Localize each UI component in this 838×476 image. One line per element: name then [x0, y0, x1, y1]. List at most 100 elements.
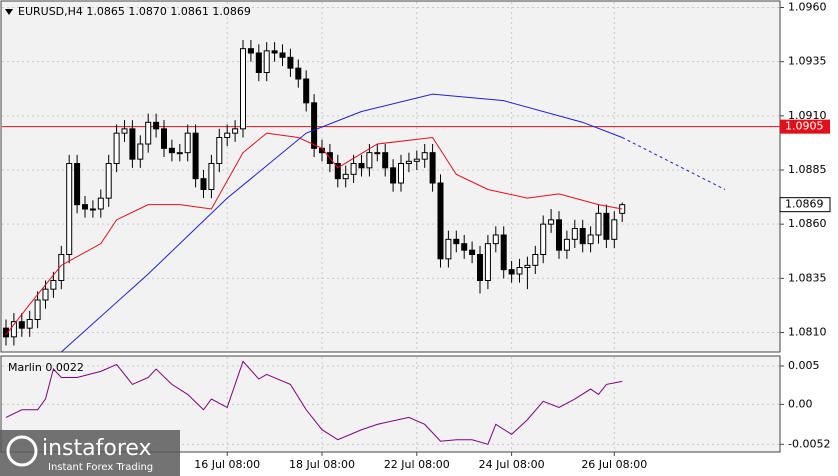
- y-tick-label: 0.00: [788, 397, 813, 410]
- candle-body: [153, 121, 160, 130]
- candle-body: [58, 254, 65, 281]
- candle-body: [461, 243, 468, 251]
- candle-body: [500, 234, 507, 271]
- logo-icon: [6, 435, 38, 467]
- candle-body: [18, 321, 25, 329]
- candle-body: [469, 249, 476, 256]
- candle-body: [255, 52, 262, 73]
- candle-body: [50, 280, 57, 290]
- candle-body: [477, 254, 483, 281]
- candle-body: [445, 238, 452, 260]
- candle-body: [97, 197, 104, 210]
- y-tick-label: 1.0885: [788, 163, 827, 176]
- candle-body: [240, 48, 246, 130]
- candle-body: [113, 132, 120, 165]
- candle-body: [42, 288, 49, 301]
- candle-body: [168, 147, 175, 154]
- candle-body: [208, 163, 215, 190]
- y-tick-label: 0.005: [788, 359, 820, 372]
- candle-body: [413, 158, 420, 162]
- price-tag-label: 1.0869: [785, 198, 824, 211]
- chart-title: EURUSD,H4 1.0865 1.0870 1.0861 1.0869: [18, 5, 251, 18]
- x-tick-label: 24 Jul 08:00: [479, 458, 545, 471]
- candle-body: [129, 128, 136, 160]
- candle-body: [287, 56, 294, 69]
- moving-average: [60, 93, 623, 353]
- candle-body: [200, 178, 207, 191]
- candle-body: [508, 269, 515, 275]
- candle-body: [453, 238, 460, 245]
- candle-body: [382, 152, 389, 169]
- candle-body: [176, 152, 183, 155]
- x-tick-label: 22 Jul 08:00: [384, 458, 450, 471]
- moving-average: [5, 132, 623, 335]
- moving-average: [621, 137, 726, 190]
- logo-box: [0, 430, 180, 476]
- indicator-title: Marlin 0.0022: [8, 361, 84, 374]
- indicator-line: [5, 360, 623, 445]
- candle-body: [295, 67, 302, 80]
- candle-body: [358, 163, 365, 169]
- candle-body: [105, 163, 112, 199]
- candle-body: [334, 163, 341, 180]
- candle-body: [524, 264, 531, 269]
- logo-tagline: Instant Forex Trading: [48, 462, 153, 473]
- candle-body: [532, 254, 539, 266]
- candle-body: [263, 50, 270, 73]
- x-tick-label: 26 Jul 08:00: [581, 458, 647, 471]
- candle-body: [548, 219, 555, 225]
- candle-body: [611, 219, 618, 240]
- candle-body: [311, 102, 318, 149]
- candle-body: [595, 212, 602, 236]
- candle-body: [437, 182, 444, 260]
- candle-body: [571, 228, 578, 240]
- y-tick-label: 1.0860: [788, 217, 827, 230]
- candle-body: [145, 121, 152, 145]
- level-tag-label: 1.0905: [785, 120, 824, 133]
- candle-body: [579, 228, 586, 245]
- candle-body: [271, 50, 278, 54]
- candle-body: [492, 234, 499, 245]
- price-tag: [779, 197, 831, 213]
- menu-triangle: [5, 9, 13, 15]
- candle-body: [563, 238, 570, 251]
- y-tick-label: 1.0835: [788, 271, 827, 284]
- logo-brand: instaforex: [42, 436, 152, 461]
- candle-body: [26, 319, 33, 329]
- candle-body: [224, 132, 231, 139]
- candle-body: [540, 223, 547, 256]
- y-tick-label: 1.0910: [788, 109, 827, 122]
- candle-body: [121, 128, 128, 134]
- candle-body: [303, 78, 310, 104]
- level-tag: [780, 119, 830, 134]
- candle-body: [556, 219, 562, 251]
- y-tick-label: 1.0810: [788, 326, 827, 339]
- candle-body: [137, 143, 144, 160]
- candle-body: [279, 52, 286, 58]
- candle-body: [161, 128, 167, 149]
- candle-body: [366, 152, 373, 169]
- candle-body: [192, 132, 199, 180]
- candle-body: [484, 243, 491, 282]
- candle-body: [603, 212, 610, 240]
- plot-layer: 16 Jul 08:00 18 Jul 08:00 22 Jul 08:00 24 J…: [2, 1, 831, 471]
- x-tick-label: 18 Jul 08:00: [289, 458, 355, 471]
- y-tick-label: 1.0960: [788, 1, 827, 14]
- candle-body: [34, 299, 41, 320]
- candle-body: [74, 163, 81, 206]
- candle-body: [10, 321, 17, 338]
- candle-body: [350, 163, 357, 175]
- x-tick-label: 16 Jul 08:00: [194, 458, 260, 471]
- candle-body: [232, 128, 239, 134]
- y-tick-label: -0.0052: [788, 437, 830, 450]
- candle-body: [82, 204, 88, 210]
- candle-body: [342, 173, 349, 180]
- candle-body: [184, 132, 191, 154]
- candle-body: [216, 137, 223, 164]
- candle-body: [405, 160, 412, 164]
- candle-body: [587, 234, 594, 245]
- candle-body: [429, 152, 436, 184]
- candle-body: [398, 163, 404, 184]
- candle-body: [3, 327, 9, 338]
